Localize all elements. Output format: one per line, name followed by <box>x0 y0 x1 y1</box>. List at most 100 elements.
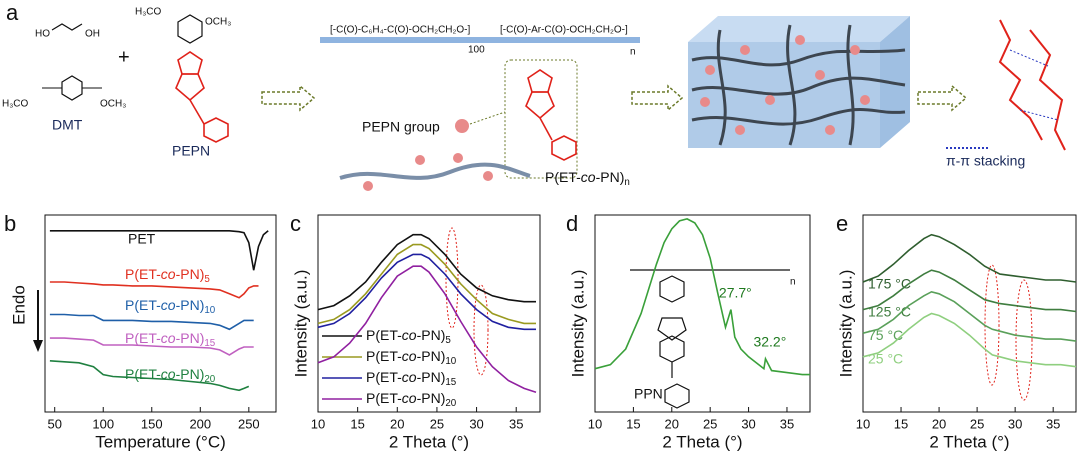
plot-frame <box>44 214 277 413</box>
x-tick-label: 20 <box>665 416 679 431</box>
highlight <box>984 264 1000 386</box>
series-line <box>317 243 536 325</box>
x-tick-label: 35 <box>780 416 794 431</box>
legend-label: P(ET-co-PN)20 <box>366 390 457 409</box>
series-label: 175 °C <box>868 276 911 292</box>
x-tick-label: 20 <box>390 416 404 431</box>
series-label: 125 °C <box>868 303 911 319</box>
series-line <box>862 233 1077 283</box>
endo-arrow-head <box>33 340 43 352</box>
beads <box>700 35 870 135</box>
pepn-bead <box>415 155 425 165</box>
ring <box>61 75 83 101</box>
arrow <box>917 84 968 112</box>
repeat-unit: [-C(O)-C₆H₄-C(O)-OCH₂CH₂O-] <box>330 25 471 36</box>
series-label: 75 °C <box>868 327 903 343</box>
compound-label: PEPN <box>172 143 210 159</box>
arrow <box>261 84 316 112</box>
x-tick-label: 10 <box>311 416 325 431</box>
x-tick-label: 50 <box>47 416 61 431</box>
pepn-bead <box>453 153 463 163</box>
x-tick-label: 30 <box>469 416 483 431</box>
x-tick-label: 30 <box>1008 416 1022 431</box>
x-axis-label: 2 Theta (°) <box>929 432 1009 451</box>
series-label: PET <box>128 231 156 247</box>
x-axis-label: 2 Theta (°) <box>662 432 742 451</box>
x-tick-label: 10 <box>588 416 602 431</box>
pepn-bead <box>455 119 469 133</box>
highlight <box>445 227 459 329</box>
imide-ring <box>527 69 553 93</box>
arrow <box>631 84 684 112</box>
legend-label: P(ET-co-PN)15 <box>366 369 457 388</box>
series-line <box>49 230 269 271</box>
x-tick-label: 35 <box>509 416 523 431</box>
polymer-label: P(ET-co-PN)n <box>545 169 630 188</box>
series-label: P(ET-co-PN)10 <box>125 297 216 316</box>
series-line <box>594 218 810 376</box>
series-line <box>862 312 1077 368</box>
group-label: PEPN group <box>362 119 440 135</box>
atom-label: H₃CO <box>135 7 162 18</box>
x-tick-label: 15 <box>350 416 364 431</box>
x-tick-label: 150 <box>141 416 163 431</box>
panel-label: a <box>6 0 19 25</box>
panel-label: d <box>566 211 578 236</box>
x-axis-label: Temperature (°C) <box>95 432 226 451</box>
chain <box>339 162 531 180</box>
network <box>691 24 906 146</box>
pepn-bead <box>363 181 373 191</box>
series-line <box>862 290 1077 342</box>
repeat-unit: [-C(O)-Ar-C(O)-OCH₂CH₂O-] <box>500 25 628 36</box>
x-tick-label: 35 <box>1046 416 1060 431</box>
x-axis-label: 2 Theta (°) <box>389 432 469 451</box>
subscript: n <box>790 277 796 288</box>
x-tick-label: 25 <box>970 416 984 431</box>
series-line <box>49 281 259 299</box>
bond <box>51 23 83 31</box>
annotation: 27.7° <box>719 284 752 300</box>
subscript: 100 <box>468 45 485 56</box>
x-tick-label: 25 <box>430 416 444 431</box>
series-label: P(ET-co-PN)20 <box>125 366 216 385</box>
imide-ring <box>177 51 203 75</box>
series-line <box>49 360 250 392</box>
ring <box>203 117 229 143</box>
highlight <box>473 284 489 376</box>
y-axis-label: Intensity (a.u.) <box>836 270 855 378</box>
ppn-structure <box>630 269 790 409</box>
plot-frame <box>594 214 811 413</box>
cube-top <box>688 16 910 42</box>
x-tick-label: 15 <box>894 416 908 431</box>
stacking-structure <box>998 19 1066 151</box>
series-line <box>862 269 1077 313</box>
ring <box>525 91 555 120</box>
legend-label: P(ET-co-PN)5 <box>366 327 451 346</box>
atom-label: OCH₃ <box>205 17 231 28</box>
panel-label: e <box>836 211 848 236</box>
triple-bond <box>539 117 553 141</box>
stacking-line <box>1009 49 1049 67</box>
atom-label: H₃CO <box>2 99 29 110</box>
y-axis-label: Intensity (a.u.) <box>568 270 587 378</box>
ring <box>551 135 577 161</box>
series-label: 25 °C <box>868 351 903 367</box>
x-tick-label: 100 <box>92 416 114 431</box>
series-line <box>317 265 537 394</box>
x-tick-label: 250 <box>238 416 260 431</box>
group-box <box>504 59 578 179</box>
atom-label: OCH₃ <box>100 99 126 110</box>
leader <box>469 111 506 125</box>
stacking-label: π-π stacking <box>946 153 1025 169</box>
plot-frame <box>317 214 541 413</box>
series-line <box>49 313 254 331</box>
ring <box>177 14 203 44</box>
atom-label: HO <box>35 29 50 40</box>
plot-frame <box>862 214 1077 413</box>
ring <box>175 73 205 102</box>
legend-label: P(ET-co-PN)10 <box>366 348 457 367</box>
highlight <box>1015 279 1033 401</box>
stacking-line <box>1019 109 1059 121</box>
pepn-bead <box>483 171 493 181</box>
